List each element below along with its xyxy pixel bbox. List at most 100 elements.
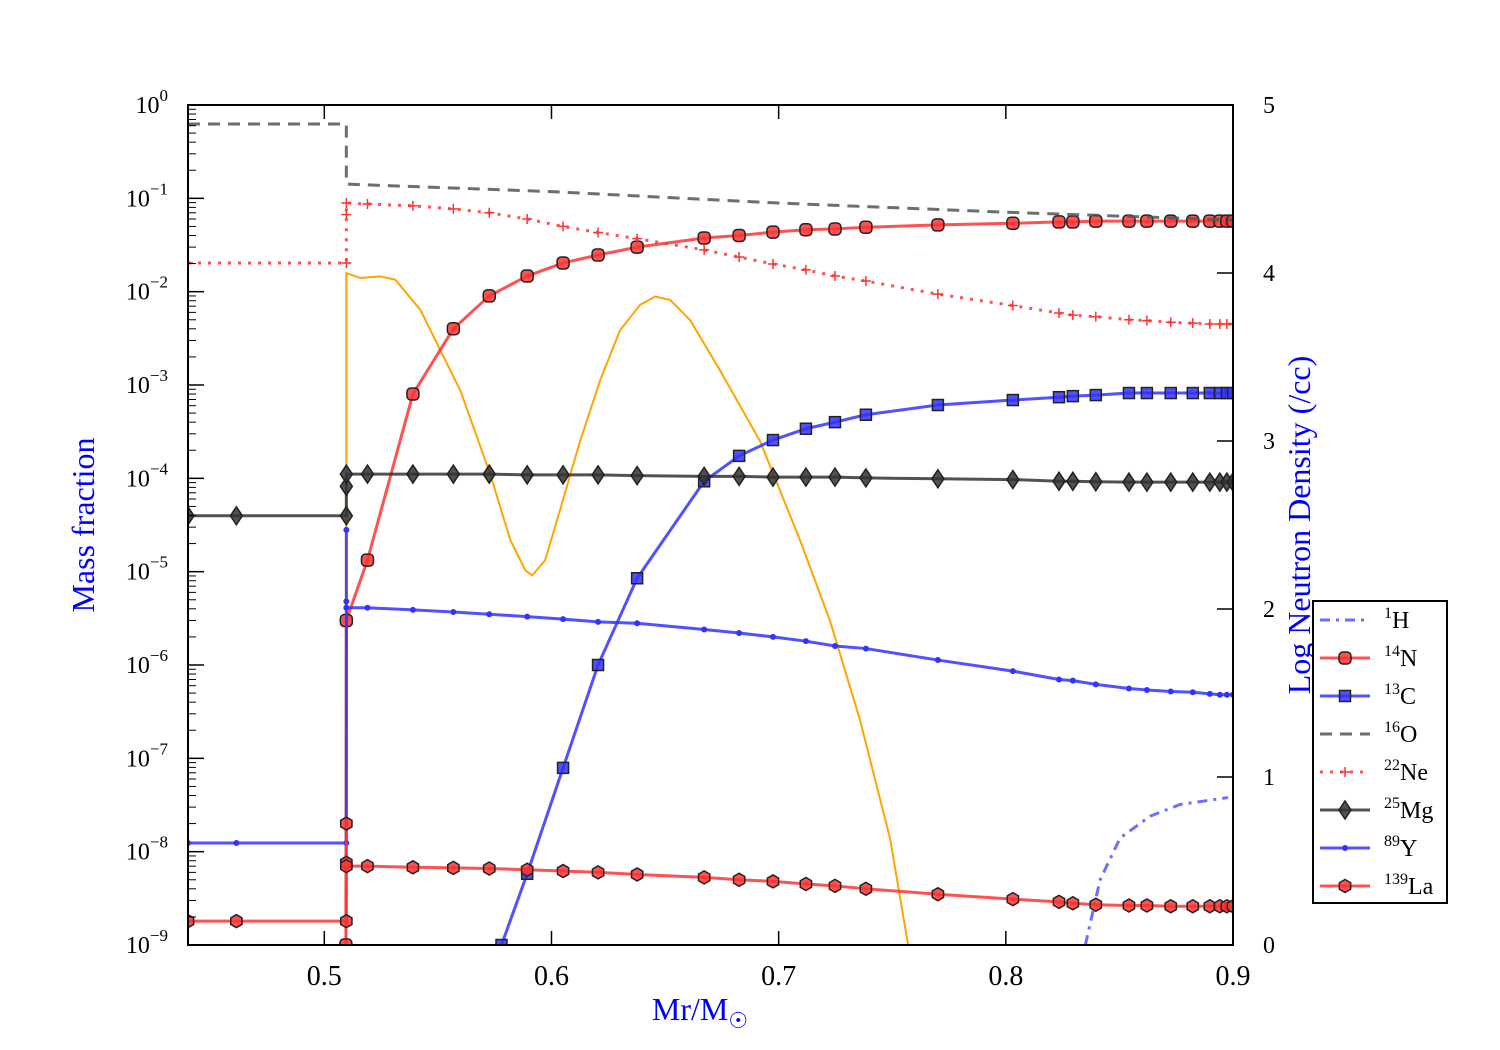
legend-label-element: Ne (1400, 760, 1428, 786)
data-point-plus (522, 214, 533, 225)
y-tick-exponent: −1 (150, 179, 168, 198)
data-point-diamond (697, 466, 712, 487)
data-point-square (1140, 386, 1154, 400)
data-point-plus (1067, 310, 1078, 321)
y-tick-exponent: −8 (150, 833, 168, 852)
y-tick-base: 10 (126, 466, 150, 492)
legend-item-16O: 16O (1320, 719, 1417, 748)
legend-label: 139La (1384, 871, 1434, 900)
legend-item-13C: 13C (1320, 681, 1416, 710)
data-point-plus (734, 252, 745, 263)
data-point-plus (632, 233, 643, 244)
data-point-circle (591, 248, 605, 262)
data-point-plus (558, 221, 569, 232)
data-point-plus (800, 264, 811, 275)
data-point-plus (407, 200, 418, 211)
y2-tick-label: 3 (1263, 429, 1275, 455)
data-point-hexagon (931, 886, 945, 902)
y-tick-label: 10−4 (126, 459, 169, 492)
data-point-hexagon (339, 913, 353, 929)
y2-tick-label: 0 (1263, 933, 1275, 959)
data-point-hexagon (1052, 894, 1066, 910)
data-point-circle (482, 289, 496, 303)
data-point-plus (341, 198, 352, 209)
data-point-dot (802, 638, 809, 645)
data-point-plus (699, 244, 710, 255)
data-point-hexagon (766, 874, 780, 889)
data-point-hexagon (1089, 897, 1103, 913)
data-point-dot (701, 626, 708, 633)
data-point-square (556, 761, 570, 775)
data-point-hexagon (697, 870, 711, 885)
legend-item-139La: 139La (1320, 871, 1434, 900)
data-point-diamond (520, 464, 535, 486)
legend-label-element: C (1400, 684, 1416, 710)
y-tick-base: 10 (126, 933, 150, 959)
data-point-dot (1092, 681, 1099, 688)
data-point-diamond (446, 463, 461, 485)
legend-label: 16O (1384, 719, 1417, 748)
data-point-plus (1228, 319, 1233, 330)
data-point-circle (1186, 214, 1200, 228)
data-point-hexagon (556, 863, 570, 879)
data-point-square (1338, 689, 1352, 703)
data-point-diamond (591, 464, 605, 486)
y-tick-label: 10−8 (126, 833, 168, 866)
y-tick-base: 10 (126, 746, 150, 772)
y-tick-label: 10−7 (126, 739, 169, 772)
data-point-plus (484, 207, 495, 218)
data-point-plus (1187, 318, 1198, 329)
data-point-diamond (1202, 471, 1217, 493)
data-point-hexagon (361, 858, 374, 874)
data-point-plus (1090, 311, 1101, 322)
data-point-hexagon (591, 865, 605, 880)
data-point-square (1052, 390, 1066, 404)
legend-box (1312, 600, 1448, 904)
legend-label-mass-number: 22 (1384, 757, 1400, 774)
data-point-dot (524, 613, 531, 620)
y-tick-exponent: −7 (150, 739, 169, 758)
data-point-dot (486, 611, 493, 618)
data-point-circle (1338, 651, 1352, 665)
data-point-dot (1125, 685, 1132, 692)
data-point-circle (1089, 214, 1103, 228)
data-point-plus (593, 227, 604, 238)
data-point-square (732, 449, 746, 463)
data-point-square (828, 415, 842, 429)
data-point-plus (1165, 317, 1176, 328)
y-tick-label: 10−6 (126, 646, 168, 679)
data-point-dot (1055, 676, 1062, 683)
legend-label: 22Ne (1384, 757, 1428, 786)
data-point-hexagon (732, 872, 746, 888)
data-point-dot (1206, 690, 1213, 697)
data-point-hexagon (1338, 878, 1352, 894)
data-point-dot (1009, 668, 1016, 675)
y-tick-base: 10 (126, 280, 150, 306)
data-point-circle (1052, 215, 1066, 229)
data-point-diamond (1122, 471, 1136, 493)
plot-frame (187, 104, 1234, 946)
data-point-circle (766, 225, 780, 239)
legend-label-element: O (1400, 722, 1417, 748)
data-point-square (1066, 389, 1080, 403)
legend-label: 1H (1384, 605, 1409, 634)
data-point-square (1164, 386, 1178, 400)
plot-area (188, 122, 1233, 945)
data-point-diamond (1226, 471, 1233, 493)
data-point-diamond (406, 463, 420, 485)
data-point-circle (732, 228, 746, 243)
legend-label-mass-number: 25 (1384, 795, 1400, 812)
data-point-hexagon (1186, 898, 1200, 914)
x-axis-label: Mr/M☉ (652, 991, 748, 1033)
y-tick-label: 10−1 (126, 179, 168, 212)
data-point-hexagon (799, 876, 813, 892)
data-point-square (1122, 386, 1136, 400)
data-point-hexagon (1066, 895, 1080, 911)
x-tick-label: 0.5 (307, 961, 342, 992)
data-point-plus (1204, 319, 1215, 330)
y-tick-exponent: −2 (150, 273, 168, 292)
y-tick-label: 10−9 (126, 926, 168, 959)
series-line-1H (1083, 796, 1229, 945)
